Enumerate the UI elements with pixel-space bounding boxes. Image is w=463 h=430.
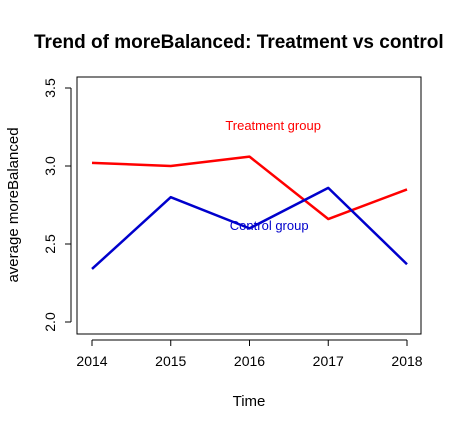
plot-frame bbox=[76, 76, 422, 335]
chart-title: Trend of moreBalanced: Treatment vs cont… bbox=[34, 32, 444, 53]
x-tick-label: 2018 bbox=[391, 353, 422, 369]
series-label-1: Control group bbox=[230, 218, 309, 233]
series-line-1 bbox=[91, 186, 408, 270]
x-tick-label: 2014 bbox=[76, 353, 107, 369]
y-tick-label: 3.0 bbox=[42, 156, 58, 176]
x-tick-label: 2017 bbox=[313, 353, 344, 369]
y-axis-label: average moreBalanced bbox=[5, 127, 22, 282]
y-axis: 2.0 2.5 3.0 3.5 bbox=[42, 78, 72, 332]
x-tick-label: 2016 bbox=[234, 353, 265, 369]
series-label-0: Treatment group bbox=[225, 118, 321, 133]
y-tick-label: 2.5 bbox=[42, 234, 58, 254]
x-tick-label: 2015 bbox=[155, 353, 186, 369]
y-tick-label: 3.5 bbox=[42, 78, 58, 98]
x-axis: 2014 2015 2016 2017 2018 bbox=[76, 339, 423, 369]
y-tick-label: 2.0 bbox=[42, 312, 58, 332]
series-line-0 bbox=[91, 155, 408, 221]
x-axis-label: Time bbox=[233, 393, 266, 410]
series-layer: Treatment group Control group bbox=[91, 118, 408, 270]
